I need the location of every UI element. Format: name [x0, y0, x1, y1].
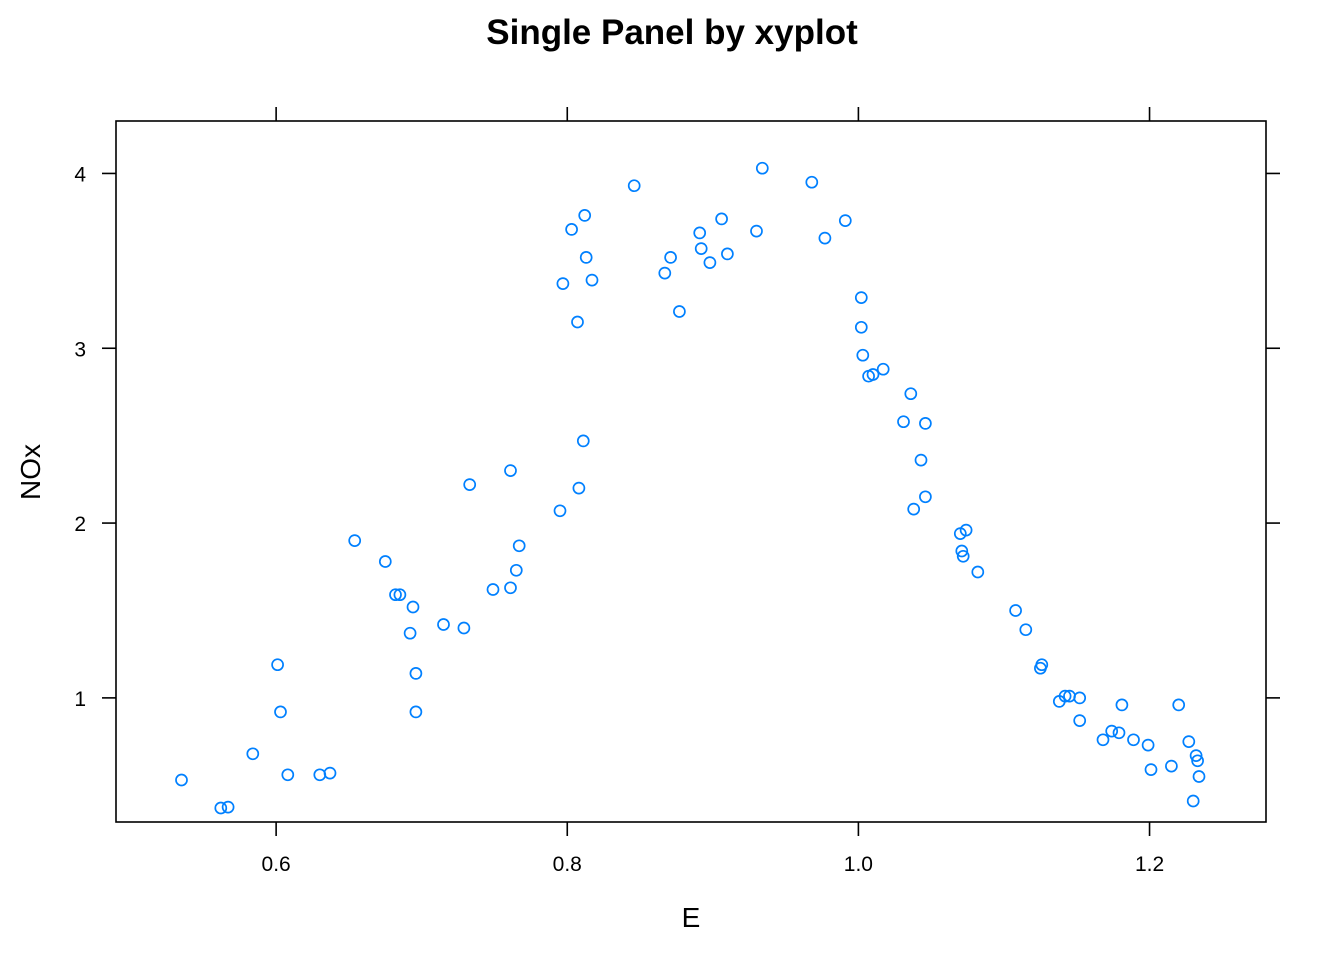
data-point: [1115, 698, 1129, 712]
data-point: [818, 231, 832, 245]
data-point: [673, 305, 686, 318]
data-point: [214, 801, 228, 815]
data-point: [1073, 714, 1087, 727]
x-tick-label: 0.6: [262, 853, 291, 876]
data-point: [1189, 749, 1203, 762]
data-point: [755, 161, 769, 175]
axis-ticks: 0.6 0.8 1.0 1.2 1 2 3 4: [74, 107, 1280, 876]
data-point: [1165, 759, 1178, 773]
data-point: [658, 266, 672, 280]
data-point: [572, 481, 586, 495]
data-point: [323, 766, 337, 780]
data-point: [854, 320, 868, 334]
data-point: [403, 626, 417, 640]
data-point: [664, 251, 677, 264]
data-point: [585, 273, 599, 287]
data-point: [348, 534, 362, 547]
data-point: [1112, 726, 1126, 740]
data-point: [907, 502, 921, 516]
data-point: [721, 247, 734, 261]
data-point: [1035, 658, 1049, 672]
data-point: [1009, 604, 1022, 617]
y-tick-label: 3: [74, 338, 86, 361]
data-point: [463, 478, 477, 491]
x-tick-label: 1.2: [1135, 853, 1164, 876]
data-point: [281, 768, 295, 782]
data-point: [393, 588, 407, 602]
data-point: [703, 256, 717, 269]
data-point: [1182, 735, 1196, 748]
data-point: [571, 315, 584, 329]
data-point: [1172, 698, 1186, 712]
data-point: [576, 434, 590, 448]
x-tick-label: 0.8: [553, 853, 582, 876]
data-point: [1096, 733, 1110, 747]
plot-frame: [115, 120, 1267, 823]
data-point: [956, 549, 970, 563]
y-axis-label: NOx: [15, 444, 46, 500]
data-point: [876, 362, 890, 376]
data-point: [1019, 623, 1033, 637]
x-axis-label: E: [682, 902, 701, 933]
data-point: [897, 415, 910, 429]
data-point: [919, 417, 932, 430]
data-point: [1073, 691, 1087, 705]
data-point: [457, 621, 471, 635]
data-point: [512, 539, 526, 553]
data-point: [509, 563, 523, 577]
data-point: [504, 581, 517, 595]
data-point: [627, 179, 641, 193]
data-point: [378, 555, 392, 568]
y-tick-label: 1: [74, 688, 86, 711]
data-point: [1186, 794, 1200, 808]
data-point: [246, 747, 260, 761]
x-tick-label: 1.0: [844, 853, 873, 876]
data-points: [175, 161, 1206, 815]
data-point: [313, 768, 327, 782]
data-point: [919, 490, 932, 504]
data-point: [437, 618, 450, 631]
data-point: [1192, 770, 1206, 783]
y-tick-label: 4: [74, 163, 86, 186]
data-point: [409, 705, 423, 719]
data-point: [750, 224, 763, 238]
chart-title: Single Panel by xyplot: [486, 13, 858, 52]
data-point: [565, 223, 578, 236]
data-point: [866, 368, 880, 381]
data-point: [854, 291, 868, 304]
data-point: [409, 667, 423, 680]
data-point: [955, 544, 969, 558]
data-point: [971, 565, 985, 579]
data-point: [1144, 763, 1158, 776]
data-point: [959, 523, 973, 537]
data-point: [856, 348, 870, 362]
data-point: [694, 242, 708, 255]
data-point: [579, 251, 593, 264]
data-point: [805, 175, 819, 189]
data-point: [904, 387, 918, 401]
data-point: [504, 464, 517, 477]
data-point: [556, 277, 570, 290]
data-point: [838, 214, 852, 227]
y-tick-label: 2: [74, 513, 86, 536]
data-point: [221, 800, 235, 814]
data-point: [693, 226, 707, 240]
data-point: [1141, 738, 1155, 752]
data-point: [553, 504, 567, 518]
data-point: [175, 773, 188, 787]
data-point: [406, 600, 420, 614]
data-point: [578, 209, 592, 222]
data-point: [1127, 733, 1140, 747]
data-point: [274, 705, 287, 719]
data-point: [486, 583, 500, 596]
data-point: [1105, 724, 1119, 738]
data-point: [389, 588, 402, 602]
data-point: [1191, 754, 1204, 768]
data-point: [914, 453, 928, 467]
data-point: [271, 658, 284, 672]
data-point: [1058, 689, 1072, 703]
data-point: [715, 212, 728, 226]
